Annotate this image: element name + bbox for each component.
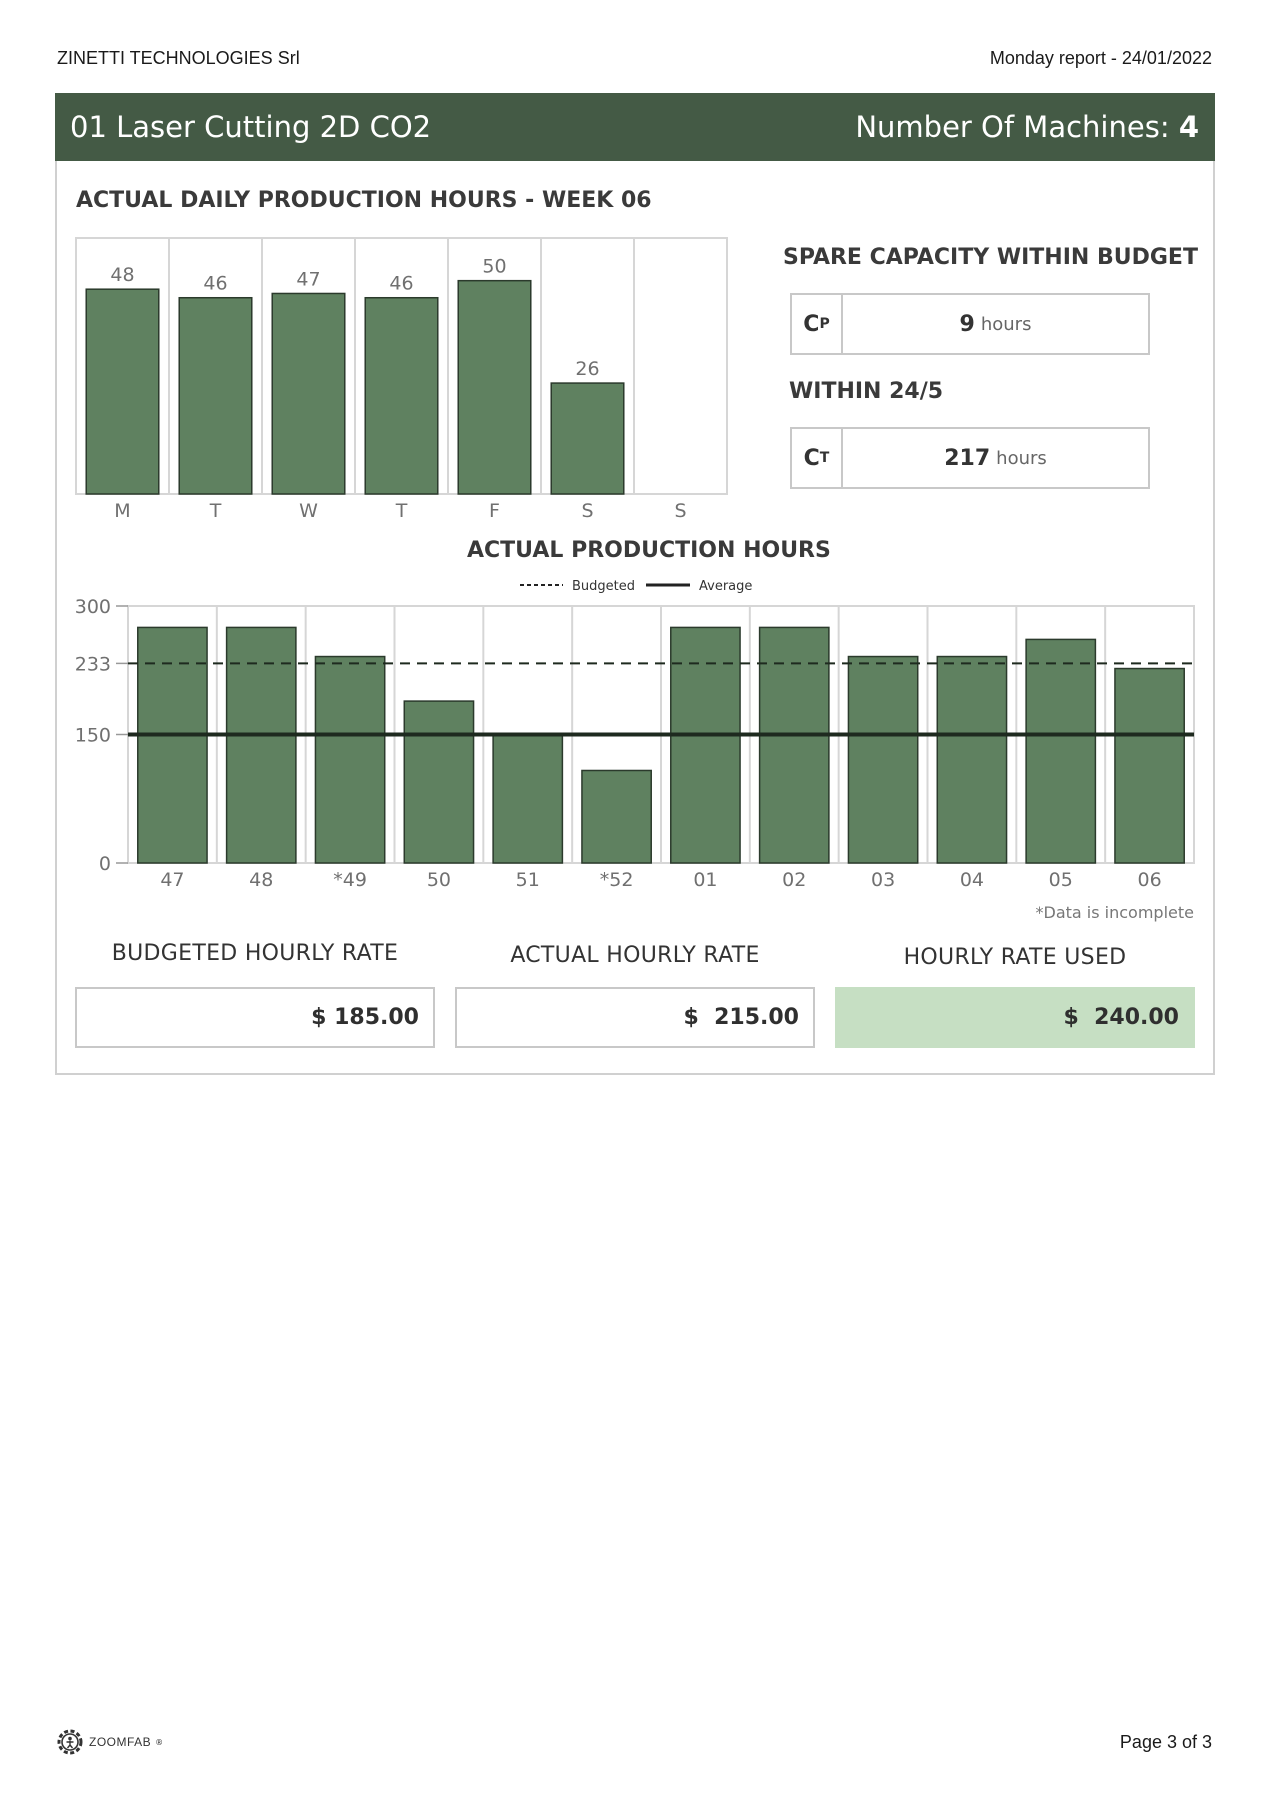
budgeted-rate-value: $ 185.00 xyxy=(75,987,435,1048)
spare-capacity-title: SPARE CAPACITY WITHIN BUDGET xyxy=(783,245,1198,270)
within-title: WITHIN 24/5 xyxy=(789,379,944,404)
machine-title: 01 Laser Cutting 2D CO2 xyxy=(70,110,432,144)
cp-symbol-letter: C xyxy=(803,311,820,337)
machine-count-value: 4 xyxy=(1178,110,1199,144)
report-panel xyxy=(55,161,1215,1075)
actual-rate-label: ACTUAL HOURLY RATE xyxy=(510,943,760,968)
registered-mark-icon: ® xyxy=(155,1737,164,1747)
cp-value: 9 hours xyxy=(843,295,1148,353)
budgeted-rate-label: BUDGETED HOURLY RATE xyxy=(111,941,399,966)
zoomfab-logo: ZOOMFAB ® xyxy=(55,1727,163,1757)
machine-count: Number Of Machines: 4 xyxy=(855,110,1199,144)
rate-used-label: HOURLY RATE USED xyxy=(903,945,1127,970)
cp-value-unit: hours xyxy=(980,313,1032,335)
actual-rate-value: $ 215.00 xyxy=(455,987,815,1048)
rate-used-value: $ 240.00 xyxy=(835,987,1195,1048)
ct-value-unit: hours xyxy=(996,447,1047,469)
ct-symbol-sub: T xyxy=(819,450,830,466)
machine-count-label: Number Of Machines: xyxy=(855,110,1170,144)
company-name: ZINETTI TECHNOLOGIES Srl xyxy=(57,48,300,68)
daily-chart-title: ACTUAL DAILY PRODUCTION HOURS - WEEK 06 xyxy=(76,188,652,213)
logo-wordmark: ZOOMFAB xyxy=(89,1735,152,1749)
cp-symbol-sub: P xyxy=(819,316,830,332)
weekly-chart-title: ACTUAL PRODUCTION HOURS xyxy=(467,538,831,563)
ct-value: 217 hours xyxy=(843,429,1148,487)
ct-value-number: 217 xyxy=(944,445,991,471)
machine-banner: 01 Laser Cutting 2D CO2 Number Of Machin… xyxy=(55,93,1215,161)
page-number: Page 3 of 3 xyxy=(1119,1732,1212,1752)
cp-value-number: 9 xyxy=(959,311,975,337)
report-date: Monday report - 24/01/2022 xyxy=(989,48,1212,68)
ct-symbol-letter: C xyxy=(803,445,820,471)
gear-icon xyxy=(57,1729,83,1755)
